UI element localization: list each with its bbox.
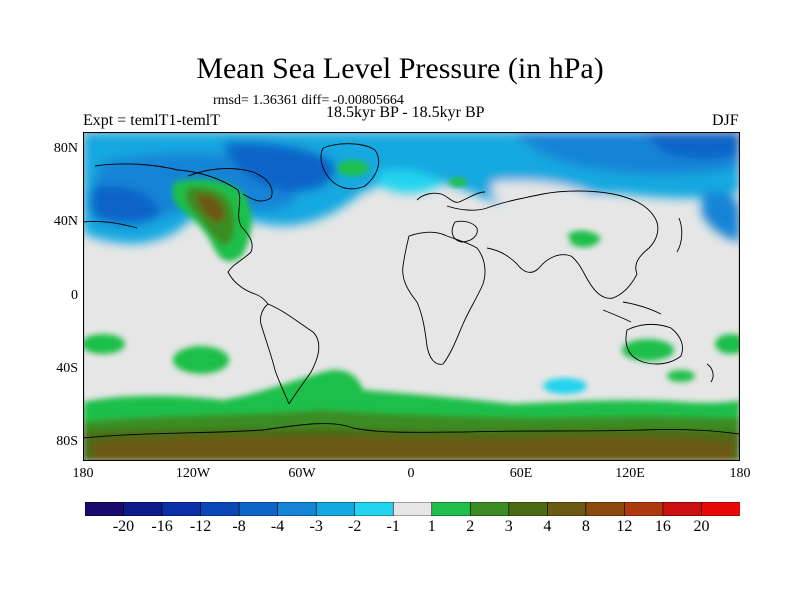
colorbar-label: 3 — [504, 518, 513, 535]
lon-label-0: 0 — [407, 466, 415, 481]
lat-label-80n: 80N — [53, 141, 78, 156]
colorbar-swatch — [662, 502, 703, 516]
colorbar-swatch — [161, 502, 202, 516]
colorbar-swatch — [85, 502, 125, 516]
experiment-label: Expt = temlT1-temlT — [83, 112, 220, 129]
colorbar-swatch — [200, 502, 240, 516]
southern-ocean-ring — [83, 370, 740, 461]
colorbar-label: -8 — [232, 518, 246, 535]
colorbar — [85, 502, 740, 516]
colorbar-swatch — [508, 502, 548, 516]
colorbar-swatch — [624, 502, 664, 516]
lat-label-40s: 40S — [56, 361, 78, 376]
colorbar-label: 16 — [654, 518, 671, 535]
colorbar-label: -3 — [309, 518, 323, 535]
colorbar-swatch — [547, 502, 587, 516]
colorbar-label: 12 — [616, 518, 633, 535]
colorbar-swatch — [123, 502, 163, 516]
colorbar-swatch — [354, 502, 394, 516]
southern-highs — [83, 334, 740, 382]
north-america-high — [172, 179, 252, 262]
colorbar-swatch — [238, 502, 279, 516]
colorbar-label: -12 — [189, 518, 212, 535]
colorbar-label: 20 — [693, 518, 710, 535]
lat-label-40n: 40N — [53, 214, 78, 229]
period-label: 18.5kyr BP - 18.5kyr BP — [326, 104, 485, 121]
colorbar-label: 2 — [466, 518, 475, 535]
colorbar-label: -20 — [112, 518, 135, 535]
lon-label-120e: 120E — [615, 466, 645, 481]
colorbar-swatch — [277, 502, 317, 516]
colorbar-swatch — [469, 502, 510, 516]
rmsd-diff-stats: rmsd= 1.36361 diff= -0.00805664 — [213, 93, 404, 108]
lon-label-60w: 60W — [288, 466, 316, 481]
colorbar-label: -2 — [348, 518, 362, 535]
colorbar-label: -16 — [151, 518, 173, 535]
season-label: DJF — [712, 112, 739, 129]
colorbar-swatch — [585, 502, 626, 516]
tibet-high — [568, 230, 601, 248]
colorbar-swatch — [315, 502, 356, 516]
greenland-high — [337, 160, 369, 176]
colorbar-swatch — [701, 502, 740, 516]
south-indian-low — [543, 378, 587, 394]
colorbar-label: 8 — [581, 518, 590, 535]
scandinavia-high — [449, 177, 467, 187]
lon-label-60e: 60E — [509, 466, 533, 481]
lon-label-180w: 180 — [72, 466, 94, 481]
colorbar-label: 1 — [427, 518, 436, 535]
colorbar-label: -4 — [270, 518, 285, 535]
colorbar-swatch — [392, 502, 433, 516]
colorbar-swatch — [431, 502, 471, 516]
page-title: Mean Sea Level Pressure (in hPa) — [196, 52, 604, 85]
colorbar-label: -1 — [386, 518, 400, 535]
lat-label-80s: 80S — [56, 434, 78, 449]
lat-label-eq: 0 — [71, 288, 78, 303]
lon-label-120w: 120W — [175, 466, 211, 481]
colorbar-label: 4 — [543, 518, 552, 535]
lon-label-180e: 180 — [729, 466, 751, 481]
coastlines — [83, 143, 740, 439]
pressure-map — [83, 132, 740, 461]
